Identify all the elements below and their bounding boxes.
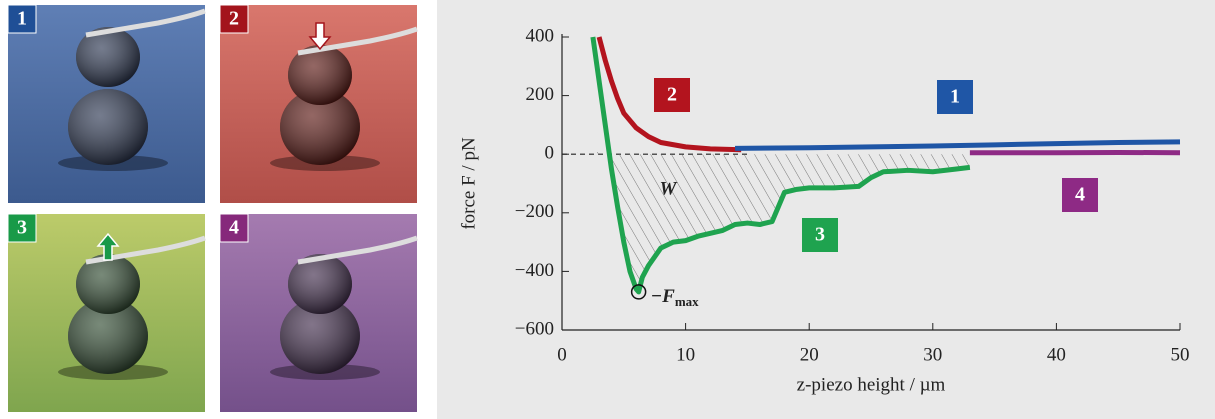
fmax-text: −F xyxy=(651,286,676,307)
image-panel: 1 xyxy=(8,5,205,203)
work-label: W xyxy=(660,178,678,199)
image-panel: 4 xyxy=(220,214,417,412)
x-tick-label: 50 xyxy=(1171,344,1190,365)
x-tick-label: 10 xyxy=(676,344,695,365)
lower-cell-shade xyxy=(68,89,148,165)
legend-label: 2 xyxy=(667,84,677,106)
x-tick-label: 20 xyxy=(800,344,819,365)
image-panel: 3 xyxy=(8,214,205,412)
upper-cell-shade xyxy=(288,45,352,105)
image-panels: 1 2 3 4 xyxy=(8,5,417,412)
y-tick-label: −600 xyxy=(515,318,554,339)
image-panel: 2 xyxy=(220,5,417,203)
panel-label: 4 xyxy=(229,217,239,239)
legend-label: 3 xyxy=(815,224,825,246)
y-tick-label: 400 xyxy=(526,25,555,46)
upper-cell-shade xyxy=(288,254,352,314)
y-tick-label: −200 xyxy=(515,201,554,222)
legend-label: 4 xyxy=(1075,184,1085,206)
figure: 1 2 3 4 −600 −400 −200 0 200 400 0 10 20 30 40 50 force… xyxy=(0,0,1215,419)
x-tick-label: 30 xyxy=(923,344,942,365)
y-tick-label: 0 xyxy=(545,143,555,164)
legend-label: 1 xyxy=(950,86,960,108)
y-axis-label: force F / pN xyxy=(458,137,479,230)
x-tick-label: 40 xyxy=(1047,344,1066,365)
upper-cell-shade xyxy=(76,27,140,87)
panel-label: 1 xyxy=(17,8,27,30)
y-tick-label: 200 xyxy=(526,84,555,105)
panel-label: 3 xyxy=(17,217,27,239)
y-tick-label: −400 xyxy=(515,260,554,281)
upper-cell-shade xyxy=(76,254,140,314)
panel-label: 2 xyxy=(229,8,239,30)
x-axis-label: z-piezo height / µm xyxy=(797,374,946,395)
fmax-sub: max xyxy=(675,294,699,309)
x-tick-label: 0 xyxy=(557,344,567,365)
